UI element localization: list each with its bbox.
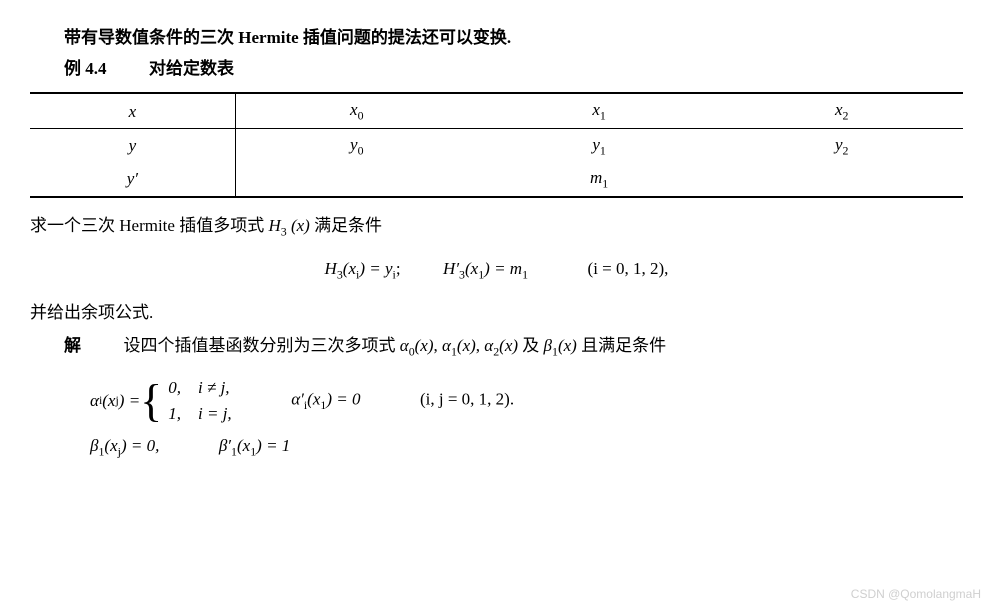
data-table: x x0 x1 x2 y y0 y1 y2 y′ m1 (30, 92, 963, 197)
table-cell: m1 (478, 162, 721, 196)
watermark: CSDN @QomolangmaH (851, 585, 981, 604)
table-cell: x (30, 93, 235, 128)
cases-block: αi(xj) = { 0, i ≠ j, 1, i = j, α′i(x1) =… (30, 375, 963, 461)
basis-b1: β1(x) (544, 336, 577, 355)
table-cell: x1 (478, 93, 721, 128)
solution-line: 解 设四个插值基函数分别为三次多项式 α0(x), α1(x), α2(x) 及… (30, 332, 963, 361)
table-cell: y0 (235, 128, 478, 162)
table-cell: y′ (30, 162, 235, 196)
table-cell: y2 (720, 128, 963, 162)
intro-line: 带有导数值条件的三次 Hermite 插值问题的提法还可以变换. (30, 24, 963, 51)
basis-a1: α1(x) (442, 336, 476, 355)
req-prefix: 求一个三次 Hermite 插值多项式 (30, 216, 268, 235)
requirement-line: 求一个三次 Hermite 插值多项式 H3 (x) 满足条件 (30, 212, 963, 241)
example-text: 对给定数表 (149, 59, 234, 78)
example-line: 例 4.4 对给定数表 (30, 55, 963, 82)
table-cell: y1 (478, 128, 721, 162)
req-math: H3 (x) (268, 216, 314, 235)
case-2: 1, i = j, (168, 401, 231, 427)
table-cell: x0 (235, 93, 478, 128)
basis-a2: α2(x) (484, 336, 518, 355)
table-row: x x0 x1 x2 (30, 93, 963, 128)
example-label: 例 4.4 (64, 59, 107, 78)
table-cell: x2 (720, 93, 963, 128)
table-cell: y (30, 128, 235, 162)
solution-text-c: 且满足条件 (581, 336, 666, 355)
solution-text-b: 及 (522, 336, 543, 355)
solution-text-a: 设四个插值基函数分别为三次多项式 (124, 336, 400, 355)
case-1: 0, i ≠ j, (168, 375, 231, 401)
table-cell (720, 162, 963, 196)
req-suffix: 满足条件 (314, 216, 382, 235)
basis-a0: α0(x) (400, 336, 434, 355)
table-row: y′ m1 (30, 162, 963, 196)
equation-block-1: H3(xi) = yi; H′3(x1) = m1 (i = 0, 1, 2), (30, 255, 963, 284)
remainder-line: 并给出余项公式. (30, 299, 963, 326)
table-cell (235, 162, 478, 196)
table-row: y y0 y1 y2 (30, 128, 963, 162)
solution-label: 解 (64, 336, 81, 355)
